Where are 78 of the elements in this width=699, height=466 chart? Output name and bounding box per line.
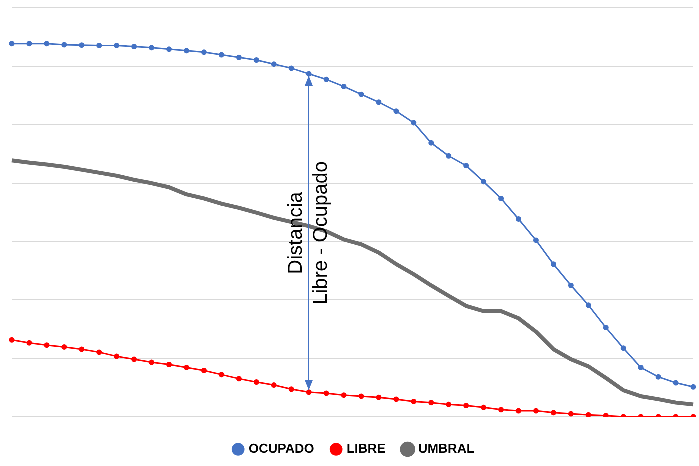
point: [516, 216, 522, 222]
point: [533, 238, 539, 244]
point: [428, 140, 434, 146]
point: [516, 408, 522, 414]
point: [79, 346, 85, 352]
point: [184, 364, 190, 370]
point: [201, 50, 207, 56]
point: [26, 340, 32, 346]
point: [166, 362, 172, 368]
point: [149, 45, 155, 51]
point: [236, 376, 242, 382]
point: [306, 71, 312, 77]
point: [288, 66, 294, 72]
point: [26, 41, 32, 47]
legend-label: OCUPADO: [248, 441, 314, 456]
point: [96, 350, 102, 356]
point: [481, 404, 487, 410]
point: [218, 52, 224, 58]
point: [498, 407, 504, 413]
point: [201, 368, 207, 374]
point: [376, 100, 382, 106]
point: [324, 390, 330, 396]
point: [568, 282, 574, 288]
point: [498, 196, 504, 202]
point: [481, 179, 487, 185]
point: [411, 120, 417, 126]
point: [394, 108, 400, 114]
point: [341, 84, 347, 90]
point: [358, 92, 364, 98]
point: [638, 364, 644, 370]
point: [358, 394, 364, 400]
point: [411, 398, 417, 404]
point: [79, 42, 85, 48]
point: [236, 54, 242, 60]
point: [394, 396, 400, 402]
point: [44, 342, 50, 348]
point: [271, 382, 277, 388]
point: [9, 41, 15, 47]
point: [132, 356, 138, 362]
point: [288, 386, 294, 392]
point: [464, 403, 470, 409]
point: [114, 42, 120, 48]
point: [306, 390, 312, 396]
point: [586, 412, 592, 417]
point: [656, 374, 662, 380]
point: [271, 62, 277, 68]
point: [218, 372, 224, 378]
legend-label: LIBRE: [346, 441, 386, 456]
point: [341, 392, 347, 398]
point: [620, 346, 626, 352]
point: [603, 325, 609, 331]
point: [149, 360, 155, 366]
legend-label: UMBRAL: [418, 441, 475, 456]
point: [132, 44, 138, 50]
point: [464, 163, 470, 169]
point: [446, 402, 452, 408]
point: [428, 400, 434, 406]
point: [568, 411, 574, 417]
point: [166, 46, 172, 52]
point: [184, 48, 190, 54]
annotation: Distancia Libre - Ocupado: [285, 162, 332, 305]
point: [9, 337, 15, 343]
point: [533, 408, 539, 414]
point: [62, 42, 68, 48]
point: [550, 410, 556, 416]
point: [254, 57, 260, 63]
point: [114, 354, 120, 360]
point: [96, 42, 102, 48]
point: [44, 41, 50, 47]
point: [376, 394, 382, 400]
point: [586, 302, 592, 308]
point: [324, 76, 330, 82]
point: [62, 344, 68, 350]
point: [254, 380, 260, 386]
point: [690, 384, 696, 390]
point: [550, 262, 556, 268]
point: [446, 153, 452, 159]
point: [673, 380, 679, 386]
